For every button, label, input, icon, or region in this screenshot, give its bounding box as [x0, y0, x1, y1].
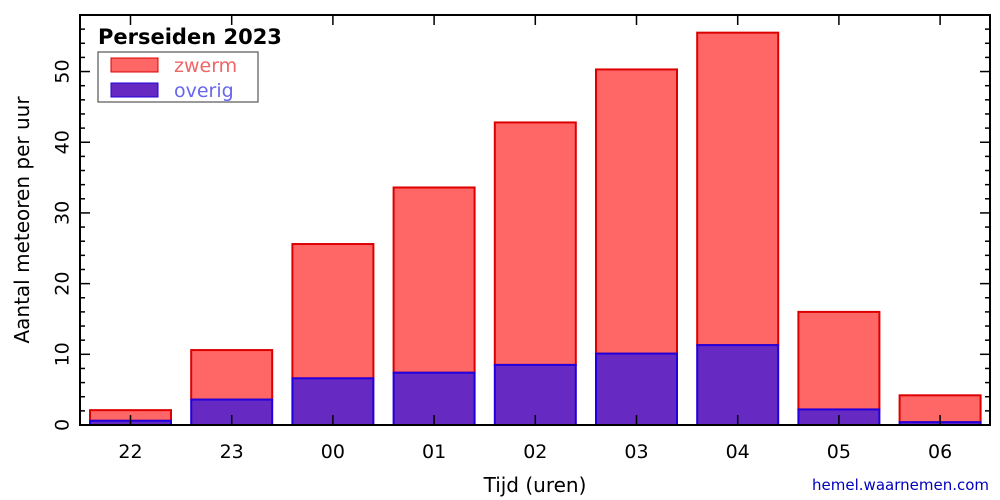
bar-zwerm-03 — [595, 68, 678, 355]
y-tick-label: 20 — [52, 272, 74, 296]
bar-zwerm-05 — [797, 310, 881, 411]
x-tick-label: 05 — [827, 441, 851, 463]
x-ticks-group: 22 23 00 01 02 03 04 05 06 — [118, 15, 952, 463]
y-tick-label: 10 — [52, 342, 74, 366]
x-axis-label: Tijd (uren) — [483, 473, 587, 497]
bar-zwerm-00 — [291, 243, 375, 380]
bar-zwerm-06 — [898, 394, 982, 424]
x-tick-label: 03 — [624, 441, 648, 463]
y-tick-label: 30 — [52, 201, 74, 225]
bar-zwerm-02 — [493, 121, 577, 366]
x-tick-label: 22 — [118, 441, 142, 463]
bar-overig-03 — [595, 352, 678, 427]
y-axis-label: Aantal meteoren per uur — [10, 96, 34, 344]
legend-label-zwerm: zwerm — [174, 55, 237, 77]
y-tick-label: 0 — [52, 419, 74, 431]
legend-swatch-overig — [110, 82, 159, 98]
x-tick-label: 23 — [220, 441, 244, 463]
x-tick-label: 04 — [726, 441, 750, 463]
bar-zwerm-01 — [392, 186, 476, 374]
plot-frame — [79, 14, 991, 426]
x-tick-label: 01 — [422, 441, 446, 463]
x-tick-label: 02 — [523, 441, 547, 463]
legend-label-overig: overig — [174, 80, 234, 102]
x-tick-label: 00 — [321, 441, 345, 463]
y-tick-label: 50 — [52, 59, 74, 83]
bar-overig-04 — [696, 344, 780, 427]
x-tick-label: 06 — [928, 441, 952, 463]
source-credit: hemel.waarnemen.com — [812, 476, 989, 494]
bar-zwerm-04 — [696, 31, 780, 347]
chart-title: Perseiden 2023 — [98, 25, 282, 49]
bar-zwerm-23 — [190, 349, 274, 401]
y-tick-label: 40 — [52, 130, 74, 154]
legend: zwerm overig — [97, 51, 259, 103]
legend-swatch-zwerm — [110, 57, 159, 73]
